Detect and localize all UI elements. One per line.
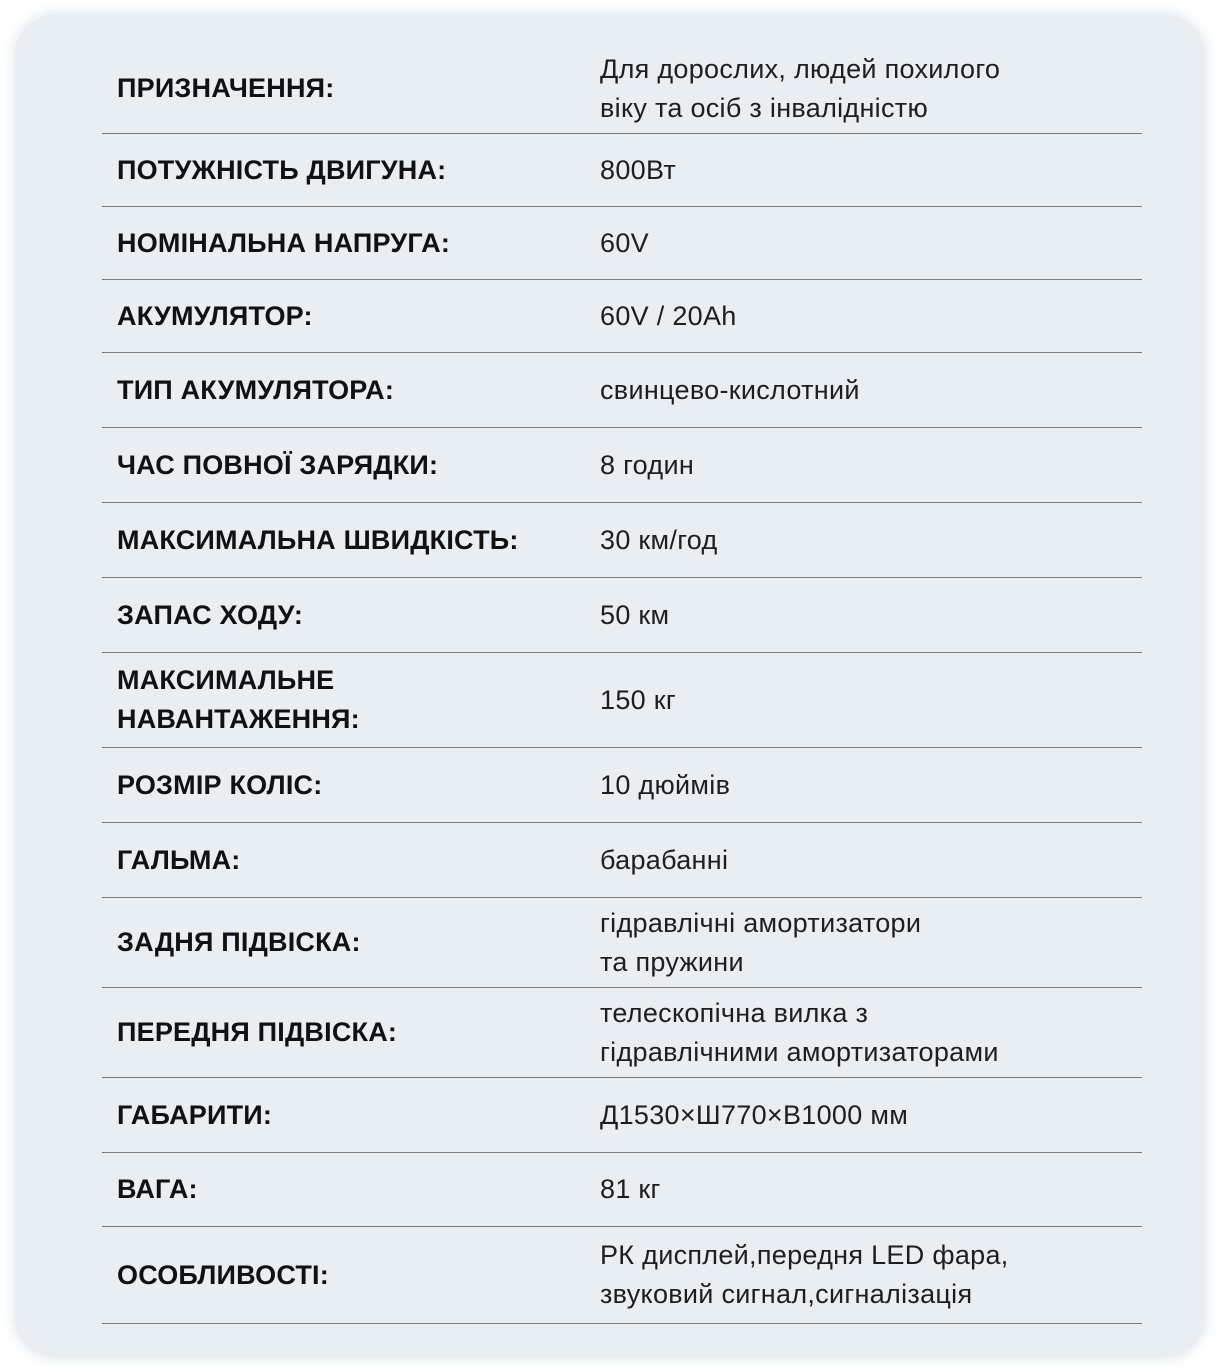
- spec-row: НОМІНАЛЬНА НАПРУГА: 60V: [102, 207, 1142, 280]
- spec-value: барабанні: [600, 841, 1142, 880]
- spec-value: 50 км: [600, 596, 1142, 635]
- spec-label: ЗАДНЯ ПІДВІСКА:: [117, 927, 361, 957]
- spec-value: телескопічна вилка з гідравлічними аморти…: [600, 994, 1142, 1072]
- spec-label: ОСОБЛИВОСТІ:: [117, 1259, 329, 1290]
- spec-row: ЗАПАС ХОДУ: 50 км: [102, 578, 1142, 653]
- spec-row: ТИП АКУМУЛЯТОРА: свинцево-кислотний: [102, 353, 1142, 428]
- spec-value: 150 кг: [600, 681, 1142, 720]
- spec-value: 8 годин: [600, 446, 1142, 485]
- spec-value: гідравлічні амортизатори та пружини: [600, 904, 1142, 982]
- spec-label: ПОТУЖНІСТЬ ДВИГУНА:: [117, 154, 447, 185]
- spec-value-line: звуковий сигнал,сигналізація: [600, 1279, 973, 1309]
- spec-row: МАКСИМАЛЬНЕ НАВАНТАЖЕННЯ: 150 кг: [102, 653, 1142, 748]
- spec-value-line: Для дорослих, людей похилого: [600, 53, 1001, 84]
- spec-label: ГАБАРИТИ:: [117, 1099, 273, 1130]
- spec-value-line: гідравлічними амортизаторами: [600, 1036, 999, 1067]
- spec-label: ПРИЗНАЧЕННЯ:: [117, 73, 335, 103]
- spec-label: ЧАС ПОВНОЇ ЗАРЯДКИ:: [117, 449, 439, 480]
- spec-row: АКУМУЛЯТОР: 60V / 20Ah: [102, 280, 1142, 353]
- spec-value-line: 50 км: [600, 599, 670, 630]
- spec-label: МАКСИМАЛЬНЕ НАВАНТАЖЕННЯ:: [117, 665, 360, 734]
- spec-label: ВАГА:: [117, 1174, 198, 1204]
- spec-row: ПРИЗНАЧЕННЯ: Для дорослих, людей похилого…: [102, 44, 1142, 134]
- spec-value-line: гідравлічні амортизатори: [600, 907, 922, 938]
- spec-value-line: 30 км/год: [600, 524, 718, 555]
- spec-value-line: 60V / 20Ah: [600, 300, 737, 331]
- spec-value: 800Вт: [600, 151, 1142, 190]
- specs-card: ПРИЗНАЧЕННЯ: Для дорослих, людей похилого…: [14, 14, 1206, 1358]
- spec-label: НОМІНАЛЬНА НАПРУГА:: [117, 227, 451, 258]
- spec-value-line: віку та осіб з інвалідністю: [600, 92, 928, 123]
- spec-value-line: Д1530×Ш770×В1000 мм: [600, 1099, 909, 1130]
- spec-value: РК дисплей,передня LED фара, звуковий сиг…: [600, 1236, 1142, 1314]
- spec-value-line: свинцево-кислотний: [600, 374, 860, 405]
- spec-value-line: 60V: [600, 227, 649, 258]
- spec-value: 60V: [600, 224, 1142, 263]
- spec-label: ГАЛЬМА:: [117, 844, 241, 875]
- spec-label: ЗАПАС ХОДУ:: [117, 599, 304, 630]
- spec-row: ГАЛЬМА: барабанні: [102, 823, 1142, 898]
- spec-row: ПЕРЕДНЯ ПІДВІСКА: телескопічна вилка з гід…: [102, 988, 1142, 1078]
- spec-table: ПРИЗНАЧЕННЯ: Для дорослих, людей похилого…: [102, 44, 1142, 1324]
- spec-row: ЗАДНЯ ПІДВІСКА: гідравлічні амортизатори т…: [102, 898, 1142, 988]
- spec-value-line: та пружини: [600, 946, 744, 977]
- spec-row: ВАГА: 81 кг: [102, 1153, 1142, 1227]
- spec-label: ТИП АКУМУЛЯТОРА:: [117, 374, 395, 405]
- spec-row: МАКСИМАЛЬНА ШВИДКІСТЬ: 30 км/год: [102, 503, 1142, 578]
- spec-row: РОЗМІР КОЛІС: 10 дюймів: [102, 748, 1142, 823]
- spec-value: 10 дюймів: [600, 766, 1142, 805]
- spec-value: Для дорослих, людей похилого віку та осіб…: [600, 50, 1142, 128]
- spec-value: 30 км/год: [600, 521, 1142, 560]
- spec-row: ОСОБЛИВОСТІ: РК дисплей,передня LED фара,…: [102, 1227, 1142, 1324]
- spec-value: 81 кг: [600, 1170, 1142, 1209]
- spec-value-line: РК дисплей,передня LED фара,: [600, 1240, 1009, 1270]
- spec-row: ПОТУЖНІСТЬ ДВИГУНА: 800Вт: [102, 134, 1142, 207]
- spec-value: 60V / 20Ah: [600, 297, 1142, 336]
- spec-value: свинцево-кислотний: [600, 371, 1142, 410]
- spec-label: МАКСИМАЛЬНА ШВИДКІСТЬ:: [117, 524, 519, 555]
- spec-value-line: телескопічна вилка з: [600, 997, 869, 1028]
- spec-row: ГАБАРИТИ: Д1530×Ш770×В1000 мм: [102, 1078, 1142, 1153]
- spec-value-line: 150 кг: [600, 684, 677, 715]
- spec-value-line: 8 годин: [600, 449, 695, 480]
- spec-row: ЧАС ПОВНОЇ ЗАРЯДКИ: 8 годин: [102, 428, 1142, 503]
- spec-value-line: барабанні: [600, 844, 729, 875]
- spec-value-line: 10 дюймів: [600, 769, 731, 800]
- spec-value-line: 81 кг: [600, 1174, 661, 1204]
- spec-value-line: 800Вт: [600, 154, 677, 185]
- spec-label: РОЗМІР КОЛІС:: [117, 769, 323, 800]
- spec-value: Д1530×Ш770×В1000 мм: [600, 1096, 1142, 1135]
- spec-label: АКУМУЛЯТОР:: [117, 300, 313, 331]
- spec-label: ПЕРЕДНЯ ПІДВІСКА:: [117, 1017, 398, 1047]
